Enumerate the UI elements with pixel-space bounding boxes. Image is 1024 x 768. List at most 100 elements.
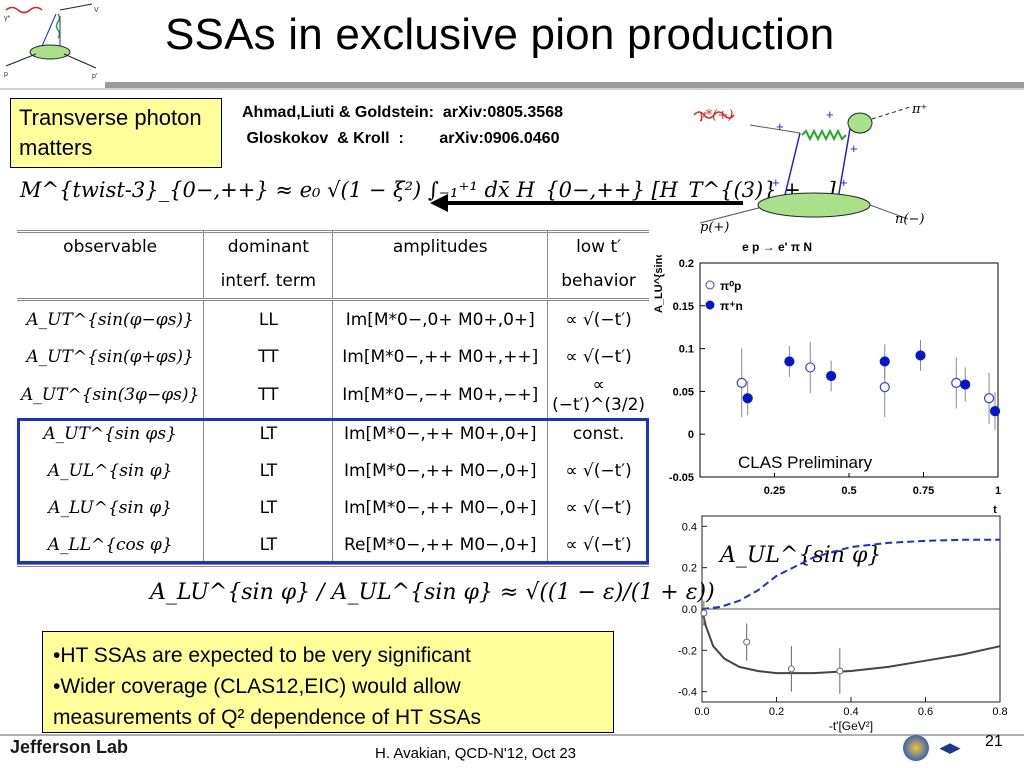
chart1-ytick-label: 0.15 bbox=[673, 301, 694, 313]
table-row: A_UT^{sin φs} LT Im[M*0−,++ M0+,0+] cons… bbox=[17, 415, 649, 452]
plus-sign-1: + bbox=[776, 119, 784, 134]
plus-sign-4: + bbox=[772, 175, 780, 190]
lt-rows-highlight bbox=[17, 418, 649, 564]
cell-behavior: const. bbox=[572, 423, 625, 444]
chart1-xtick-label: 1 bbox=[995, 485, 1001, 497]
cell-term: LT bbox=[203, 526, 334, 563]
chart1-ytick-label: 0.1 bbox=[679, 344, 694, 356]
chart1-point bbox=[951, 377, 962, 388]
slide-title: SSAs in exclusive pion production bbox=[165, 10, 835, 59]
cell-amplitude: Re[M*0−,++ M0−,0+] bbox=[332, 526, 549, 563]
diagram-v-label: V bbox=[94, 7, 99, 14]
plus-sign-3: + bbox=[850, 141, 858, 156]
cell-behavior: ∝ √(−t′) bbox=[565, 309, 632, 330]
cell-observable: A_UT^{sin(φ−φs)} bbox=[17, 299, 205, 338]
reference-2: Gloskokov & Kroll : arXiv:0906.0460 bbox=[242, 130, 560, 147]
chart1-point bbox=[805, 362, 816, 373]
chart1-point bbox=[960, 379, 971, 390]
chart1-point bbox=[736, 377, 747, 388]
references: Ahmad,Liuti & Goldstein: arXiv:0805.3568… bbox=[242, 100, 563, 152]
chart2-ytick-label: -0.2 bbox=[678, 645, 697, 657]
chart2-xtick-label: 0.4 bbox=[843, 706, 858, 718]
diagram-pprime-label: p' bbox=[92, 73, 97, 80]
cell-amplitude: Im[M*0−,0+ M0+,0+] bbox=[332, 299, 549, 338]
pion-label: π⁺ bbox=[911, 102, 927, 117]
header-observable-2 bbox=[17, 264, 205, 301]
footer-rule bbox=[0, 734, 1024, 736]
chart2-xtick-label: 0.8 bbox=[992, 706, 1007, 718]
neutron-out-label: n(−) bbox=[895, 212, 924, 227]
chart1-point bbox=[826, 370, 837, 382]
title-rule-light bbox=[0, 88, 1024, 90]
plus-sign-5: + bbox=[840, 175, 848, 190]
table-row: A_UT^{sin(φ−φs)} LL Im[M*0−,0+ M0+,0+] ∝… bbox=[17, 299, 649, 338]
header-low-t: low t′ bbox=[576, 237, 622, 257]
chart1-legend-marker bbox=[705, 280, 715, 290]
header-observable: observable bbox=[17, 230, 205, 264]
chart1-title: e p → e' π N bbox=[742, 240, 813, 254]
conclusions-box: •HT SSAs are expected to be very signifi… bbox=[42, 631, 614, 733]
chart2-point bbox=[787, 665, 795, 673]
proton-in-label: p(+) bbox=[700, 220, 729, 235]
chart2-point bbox=[700, 609, 708, 617]
chart1-legend-marker bbox=[705, 300, 715, 310]
table-row: A_LL^{cos φ} LT Re[M*0−,++ M0−,0+] ∝ √(−… bbox=[17, 526, 649, 563]
header-amplitudes: amplitudes bbox=[332, 230, 549, 264]
chart1-point bbox=[879, 382, 890, 393]
chart1-ytick-label: 0 bbox=[688, 429, 694, 441]
footer-text: H. Avakian, QCD-N'12, Oct 23 bbox=[375, 745, 576, 762]
header-dominant: dominant bbox=[203, 230, 334, 264]
chart1-ytick-label: -0.05 bbox=[669, 472, 694, 484]
lab-emblem-icon bbox=[903, 735, 929, 761]
header-amplitudes-2 bbox=[332, 264, 549, 301]
chart1-legend-label: π⁰p bbox=[720, 279, 741, 293]
cell-behavior: ∝ √(−t′) bbox=[565, 460, 632, 481]
cell-observable: A_UT^{sin(3φ−φs)} bbox=[17, 375, 205, 415]
clas-alu-chart: -0.05 0 0.05 0.1 0.15 0.2 0.25 0.5 0.75 1 t A_LU^{s… bbox=[653, 255, 1001, 516]
cell-term: LT bbox=[203, 489, 334, 526]
cell-term: TT bbox=[203, 375, 334, 415]
pion-feynman-diagram: γ*(+) π⁺ p(+) n(−) + + + + + bbox=[693, 102, 927, 235]
chart2-ytick-label: 0.0 bbox=[682, 604, 697, 616]
cell-behavior: ∝ √(−t′) bbox=[565, 534, 632, 555]
table-row: A_UT^{sin(φ+φs)} TT Im[M*0−,++ M0+,++] ∝… bbox=[17, 338, 649, 375]
chart2-ytick-label: -0.4 bbox=[678, 687, 697, 699]
cell-behavior: ∝ √(−t′) bbox=[565, 346, 632, 367]
cell-amplitude: Im[M*0−,++ M0−,0+] bbox=[332, 489, 549, 526]
small-feynman-diagram: γ* V p p' bbox=[4, 3, 99, 80]
jefferson-lab-logo: Jefferson Lab bbox=[10, 737, 129, 757]
chart2-solid-curve bbox=[701, 608, 1001, 675]
title-rule bbox=[105, 82, 1024, 88]
chart2-xlabel: -t'[GeV²] bbox=[829, 719, 873, 733]
cell-amplitude: Im[M*0−,++ M0+,0+] bbox=[332, 415, 549, 452]
table-row: A_LU^{sin φ} LT Im[M*0−,++ M0−,0+] ∝ √(−… bbox=[17, 489, 649, 526]
chart1-point bbox=[742, 393, 753, 404]
header-behavior: behavior bbox=[547, 264, 649, 301]
bullet-1: •HT SSAs are expected to be very signifi… bbox=[53, 644, 471, 667]
chart1-point bbox=[784, 356, 795, 367]
ratio-equation: A_LU^{sin φ} / A_UL^{sin φ} ≈ √((1 − ε)/… bbox=[150, 580, 715, 605]
cell-term: LL bbox=[203, 299, 334, 338]
cell-observable: A_LL^{cos φ} bbox=[17, 526, 205, 563]
bullet-2: •Wider coverage (CLAS12,EIC) would allow… bbox=[53, 675, 481, 729]
chart1-point bbox=[989, 405, 1001, 417]
cell-amplitude: Im[M*0−,−+ M0+,−+] bbox=[332, 375, 549, 415]
chart1-xlabel: t bbox=[993, 504, 997, 516]
chart2-xtick-label: 0.6 bbox=[918, 706, 933, 718]
chart1-ytick-label: 0.05 bbox=[673, 386, 694, 398]
cell-observable: A_LU^{sin φ} bbox=[17, 489, 205, 526]
table-row: A_UT^{sin(3φ−φs)} TT Im[M*0−,−+ M0+,−+] … bbox=[17, 375, 649, 415]
chart1-annotation-bg bbox=[732, 451, 916, 473]
table-bottom-rule bbox=[17, 564, 649, 570]
cell-behavior: ∝ √(−t′) bbox=[565, 497, 632, 518]
arrow-shaft bbox=[438, 201, 743, 205]
chart2-point bbox=[836, 667, 844, 675]
chart2-ytick-label: 0.4 bbox=[682, 521, 697, 533]
transverse-photon-box: Transverse photon matters bbox=[10, 98, 222, 168]
cell-amplitude: Im[M*0−,++ M0+,++] bbox=[332, 338, 549, 375]
reference-1: Ahmad,Liuti & Goldstein: arXiv:0805.3568 bbox=[242, 104, 563, 121]
aul-model-chart: 0.4 0.2 0.0 -0.2 -0.4 0.0 0.2 0.4 0.6 0.8 -t'[GeV²… bbox=[678, 515, 1008, 733]
chart2-xtick-label: 0.0 bbox=[694, 706, 709, 718]
chart1-frame bbox=[699, 262, 999, 478]
chart1-ylabel: A_LU^{sinφ} bbox=[653, 255, 665, 313]
